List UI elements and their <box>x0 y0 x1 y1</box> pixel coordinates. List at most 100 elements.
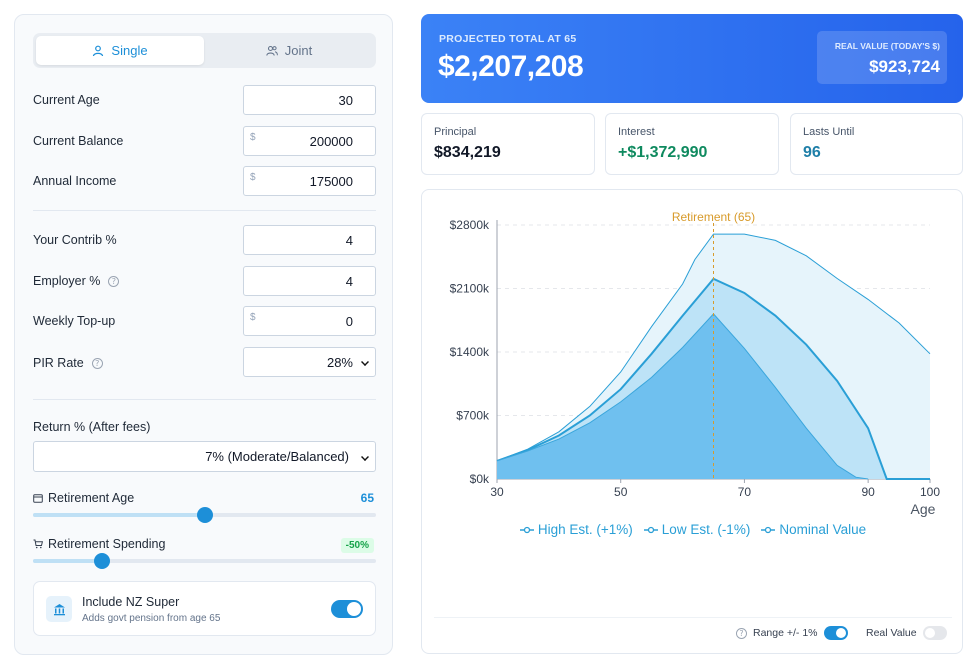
toggle-knob <box>924 628 935 638</box>
tab-joint[interactable]: Joint <box>205 36 373 65</box>
real-value-box: REAL VALUE (TODAY'S $) $923,724 <box>817 31 947 84</box>
your-contrib-label-text: Your Contrib % <box>33 233 117 247</box>
current-balance-label: Current Balance <box>33 134 123 148</box>
stat-principal: Principal $834,219 <box>421 113 595 175</box>
your-contrib-label: Your Contrib % <box>33 233 117 247</box>
real-value-control: Real Value <box>866 626 947 640</box>
stat-label: Interest <box>618 126 655 138</box>
nz-super-toggle[interactable] <box>331 600 363 618</box>
high-estimate-line <box>496 233 931 462</box>
return-select[interactable]: 7% (Moderate/Balanced) <box>33 441 376 472</box>
projection-banner: PROJECTED TOTAL AT 65 $2,207,208 REAL VA… <box>421 14 963 103</box>
tab-joint-label: Joint <box>284 43 313 58</box>
current-balance-input[interactable]: $200000 <box>243 126 376 156</box>
dollar-prefix: $ <box>250 312 256 323</box>
retirement-spending-label-text: Retirement Spending <box>48 537 166 551</box>
projection-chart: $0k $700k $1400k $2100k $2800k 30 50 70 90 100 Age… <box>450 210 941 517</box>
real-value-amount: $923,724 <box>869 57 940 76</box>
help-icon[interactable]: ? <box>91 357 103 369</box>
slider-fill <box>33 559 102 563</box>
return-label: Return % (After fees) <box>33 420 150 434</box>
stat-interest: Interest +$1,372,990 <box>605 113 779 175</box>
low-estimate-line <box>496 313 869 480</box>
return-value: 7% (Moderate/Balanced) <box>205 449 349 464</box>
divider <box>434 617 952 618</box>
weekly-topup-input[interactable]: $0 <box>243 306 376 336</box>
legend-item[interactable]: Low Est. (-1%) <box>643 522 750 537</box>
employer-value: 4 <box>345 273 353 289</box>
range-toggle[interactable] <box>823 626 848 640</box>
chevron-down-icon <box>361 358 369 366</box>
calendar-icon <box>33 494 43 503</box>
projection-label: PROJECTED TOTAL AT 65 <box>439 33 577 45</box>
legend-label: Nominal Value <box>779 522 867 537</box>
chart-legend: High Est. (+1%) Low Est. (-1%) Nominal Val… <box>422 522 964 537</box>
current-age-label: Current Age <box>33 93 100 107</box>
stat-value: $834,219 <box>434 144 501 161</box>
x-axis-label: Age <box>911 501 936 517</box>
pir-rate-select[interactable]: 28% <box>243 347 376 377</box>
bank-icon <box>46 596 72 622</box>
pir-rate-label-text: PIR Rate <box>33 356 84 370</box>
toggle-knob <box>835 628 846 638</box>
legend-item[interactable]: Nominal Value <box>761 522 866 537</box>
slider-fill <box>33 513 205 517</box>
dollar-prefix: $ <box>250 132 256 143</box>
employer-label: Employer %? <box>33 274 120 288</box>
toggle-knob <box>347 602 361 616</box>
help-icon[interactable]: ? <box>736 627 747 639</box>
low-estimate-area <box>497 313 869 479</box>
current-balance-value: 200000 <box>309 133 353 149</box>
pir-rate-label: PIR Rate? <box>33 356 103 370</box>
legend-marker-icon <box>519 526 534 533</box>
weekly-topup-label: Weekly Top-up <box>33 314 115 328</box>
stat-value: +$1,372,990 <box>618 144 708 161</box>
y-tick-label: $700k <box>456 409 490 423</box>
nz-super-title: Include NZ Super <box>82 595 180 609</box>
nz-super-subtitle: Adds govt pension from age 65 <box>82 613 221 624</box>
retirement-spending-badge: -50% <box>340 538 374 553</box>
legend-marker-icon <box>643 526 658 533</box>
real-value-label: REAL VALUE (TODAY'S $) <box>834 41 940 51</box>
nz-super-card: Include NZ Super Adds govt pension from … <box>33 581 376 636</box>
pir-rate-value: 28% <box>326 354 353 370</box>
annual-income-label-text: Annual Income <box>33 174 117 188</box>
weekly-topup-value: 0 <box>345 313 353 329</box>
stat-label: Principal <box>434 126 477 138</box>
dollar-prefix: $ <box>250 172 256 183</box>
tab-single[interactable]: Single <box>36 36 204 65</box>
slider-thumb[interactable] <box>196 507 213 523</box>
annual-income-input[interactable]: $175000 <box>243 166 376 196</box>
retirement-age-slider[interactable] <box>33 507 376 523</box>
help-icon[interactable]: ? <box>108 275 120 287</box>
divider <box>33 399 376 400</box>
slider-thumb[interactable] <box>93 553 110 569</box>
annual-income-value: 175000 <box>309 173 353 189</box>
retirement-spending-label: Retirement Spending <box>33 537 165 551</box>
real-value-toggle[interactable] <box>922 626 947 640</box>
y-tick-label: $2800k <box>450 218 490 232</box>
legend-label: High Est. (+1%) <box>537 522 633 537</box>
range-label: Range +/- 1% <box>753 627 818 639</box>
weekly-topup-label-text: Weekly Top-up <box>33 314 116 328</box>
legend-item[interactable]: High Est. (+1%) <box>519 522 633 537</box>
retirement-spending-slider[interactable] <box>33 553 376 569</box>
user-icon <box>93 45 104 56</box>
divider <box>33 210 376 211</box>
legend-marker-icon <box>761 526 776 533</box>
y-tick-label: $2100k <box>450 282 490 296</box>
return-label-text: Return % (After fees) <box>33 420 151 434</box>
mode-toggle: Single Joint <box>33 33 376 68</box>
employer-input[interactable]: 4 <box>243 266 376 296</box>
chart-card: $0k $700k $1400k $2100k $2800k 30 50 70 90 100 Age… <box>421 189 963 654</box>
retirement-label: Retirement (65) <box>672 210 755 224</box>
current-age-value: 30 <box>338 92 353 108</box>
current-age-input[interactable]: 30 <box>243 85 376 115</box>
your-contrib-input[interactable]: 4 <box>243 225 376 255</box>
x-tick-label: 50 <box>614 485 628 499</box>
nominal-line <box>496 277 930 480</box>
x-tick-label: 100 <box>920 485 940 499</box>
users-icon <box>266 45 278 56</box>
chevron-down-icon <box>361 453 369 461</box>
projection-value: $2,207,208 <box>438 50 584 83</box>
